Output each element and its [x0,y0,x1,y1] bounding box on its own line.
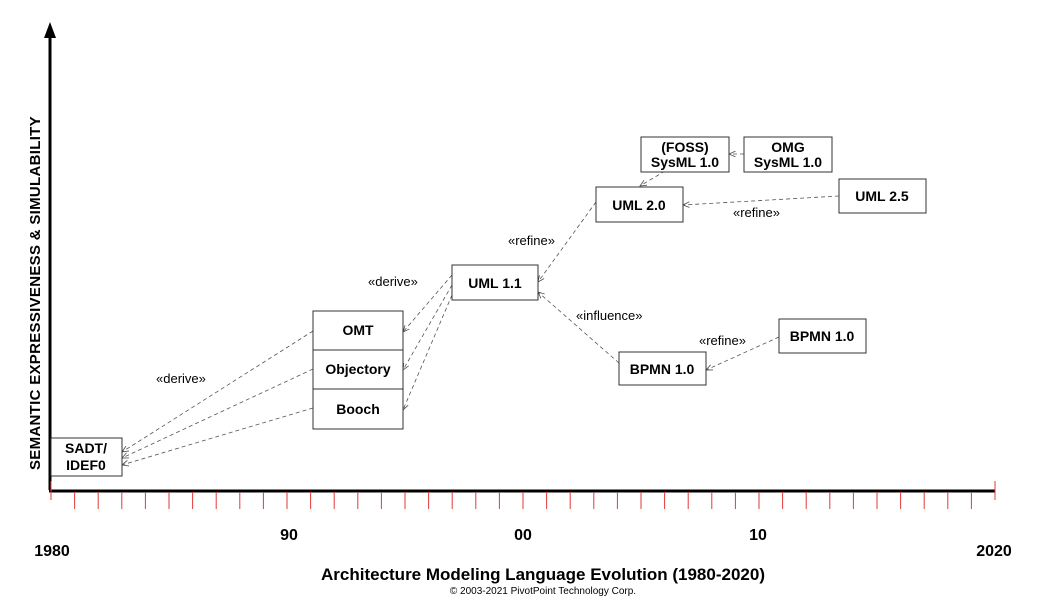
edge-label-influence: «influence» [576,308,643,323]
node-omt-label: OMT [342,322,374,338]
edge-uml20-uml11 [538,201,597,282]
edge-label-derive-upper: «derive» [368,274,418,289]
node-sadt-line2: IDEF0 [66,457,106,473]
y-axis-arrowhead [44,22,56,38]
node-foss-line2: SysML 1.0 [651,154,719,170]
x-label-10: 10 [749,527,767,544]
node-uml11-label: UML 1.1 [468,275,522,291]
x-label-1980: 1980 [34,543,70,560]
node-bpmn-right[interactable]: BPMN 1.0 [778,318,867,354]
node-uml-1-1[interactable]: UML 1.1 [451,264,539,301]
edge-foss-uml20 [640,170,666,186]
x-axis-ticks [50,481,996,509]
node-foss-sysml[interactable]: (FOSS) SysML 1.0 [640,136,730,173]
node-bpmn-right-label: BPMN 1.0 [790,328,855,344]
edge-uml11-booch [403,294,453,410]
node-objectory[interactable]: Objectory [312,349,404,390]
node-uml-2-5[interactable]: UML 2.5 [838,178,927,214]
edge-uml25-uml20 [683,195,840,205]
x-label-00: 00 [514,527,532,544]
node-sadt-line1: SADT/ [65,440,107,456]
edge-label-refine-uml25: «refine» [733,205,780,220]
node-booch-label: Booch [336,401,380,417]
edge-booch-sadt [122,407,314,465]
x-label-2020: 2020 [976,543,1012,560]
node-bpmn-left[interactable]: BPMN 1.0 [618,351,707,386]
node-objectory-label: Objectory [325,361,391,377]
edge-bpmn-bpmn [706,336,780,370]
node-omg-line1: OMG [771,139,805,155]
node-foss-line1: (FOSS) [661,139,708,155]
node-uml20-label: UML 2.0 [612,197,666,213]
edge-uml11-omt [403,274,453,332]
copyright: © 2003-2021 PivotPoint Technology Corp. [450,586,636,597]
node-omg-sysml[interactable]: OMG SysML 1.0 [743,136,833,173]
node-booch[interactable]: Booch [312,388,404,430]
diagram-title: Architecture Modeling Language Evolution… [321,565,765,584]
edge-label-refine-uml: «refine» [508,233,555,248]
node-sadt-idef0[interactable]: SADT/ IDEF0 [50,437,123,477]
edges [122,154,840,465]
node-bpmn-left-label: BPMN 1.0 [630,361,695,377]
node-uml-2-0[interactable]: UML 2.0 [595,186,684,223]
edge-objectory-sadt [122,368,314,458]
node-omt[interactable]: OMT [312,310,404,351]
edge-uml11-objectory [403,284,453,370]
x-label-90: 90 [280,527,298,544]
edge-label-derive-lower: «derive» [156,371,206,386]
y-axis-label: SEMANTIC EXPRESSIVENESS & SIMULABILITY [27,116,44,470]
node-uml25-label: UML 2.5 [855,188,909,204]
edge-label-refine-bpmn: «refine» [699,333,746,348]
edge-omt-sadt [122,330,314,452]
edge-bpmn-uml11 [538,292,620,364]
node-omg-line2: SysML 1.0 [754,154,822,170]
